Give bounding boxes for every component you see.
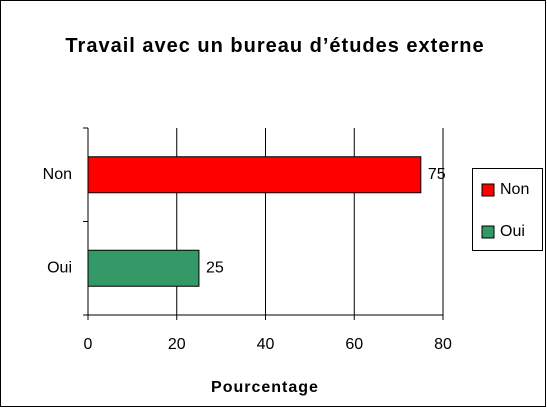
x-tick-label: 80 xyxy=(434,336,452,353)
legend-swatch xyxy=(481,225,495,239)
y-tick-label: Non xyxy=(43,166,72,183)
bar xyxy=(87,249,200,287)
legend-swatch xyxy=(481,183,495,197)
x-tick-label: 40 xyxy=(257,336,275,353)
bar xyxy=(87,156,422,194)
chart-title: Travail avec un bureau d’études externe xyxy=(65,35,485,57)
x-tick-label: 20 xyxy=(168,336,186,353)
y-tick-label: Oui xyxy=(47,259,72,276)
x-axis-label: Pourcentage xyxy=(211,379,319,396)
data-label: 25 xyxy=(206,259,224,276)
x-tick-label: 60 xyxy=(345,336,363,353)
x-tick-label: 0 xyxy=(84,336,93,353)
legend-label: Oui xyxy=(500,223,525,240)
data-label: 75 xyxy=(428,166,446,183)
legend-label: Non xyxy=(500,181,529,198)
